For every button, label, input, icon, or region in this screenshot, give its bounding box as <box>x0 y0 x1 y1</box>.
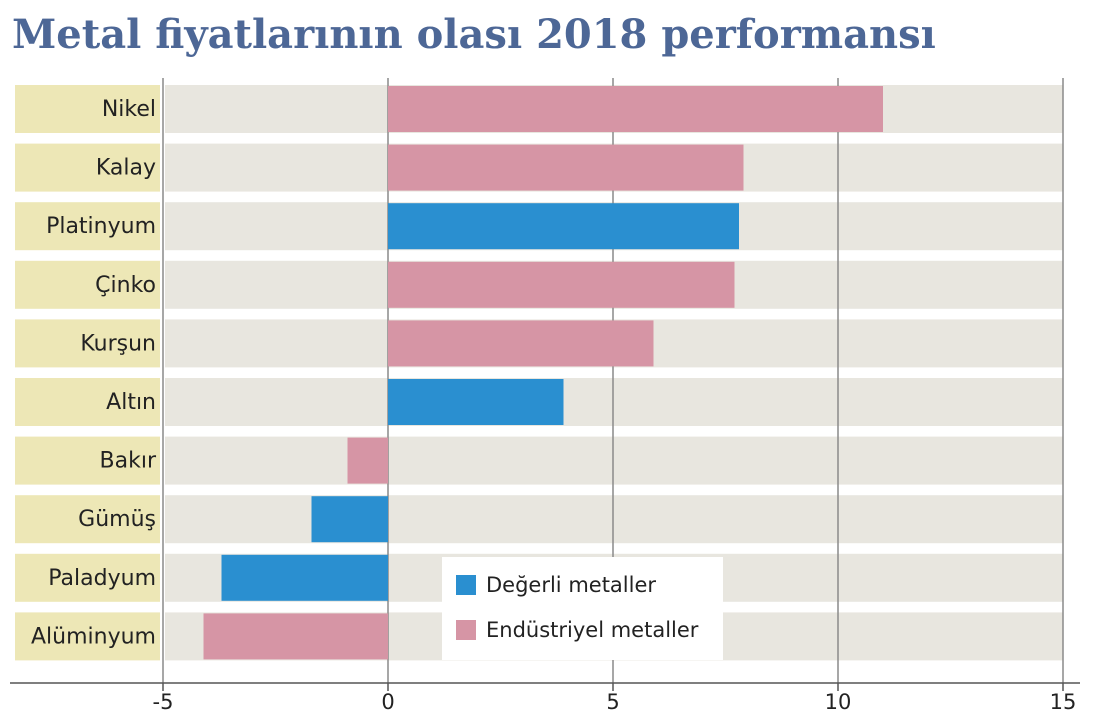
category-label: Nikel <box>102 97 156 122</box>
legend-label: Endüstriyel metaller <box>486 618 699 642</box>
label-box <box>15 260 160 309</box>
bar <box>221 554 388 601</box>
category-label: Kurşun <box>80 331 156 356</box>
label-box <box>15 378 160 426</box>
label-box <box>15 319 160 368</box>
label-box <box>15 436 160 485</box>
bar <box>203 613 388 660</box>
x-tick-label: 5 <box>606 690 619 714</box>
label-box <box>15 85 160 133</box>
bar <box>388 203 739 250</box>
x-tick-label: 10 <box>825 690 852 714</box>
bar <box>388 86 883 132</box>
category-label: Bakır <box>100 449 157 474</box>
x-tick-label: 0 <box>381 690 394 714</box>
label-box <box>15 612 160 661</box>
category-label: Alüminyum <box>31 624 156 649</box>
bar <box>347 437 388 484</box>
legend-swatch <box>456 620 476 640</box>
legend-swatch <box>456 575 476 595</box>
bar <box>388 261 735 308</box>
bar <box>388 379 564 425</box>
x-tick-label: 15 <box>1050 690 1077 714</box>
label-box <box>15 495 160 544</box>
category-label: Çinko <box>95 273 156 298</box>
row-band <box>165 495 1063 544</box>
category-label: Altın <box>106 390 156 415</box>
row-band <box>165 436 1063 485</box>
row-band <box>165 378 1063 426</box>
label-box <box>15 143 160 192</box>
legend-label: Değerli metaller <box>486 573 656 597</box>
legend-box <box>442 557 723 660</box>
chart-title: Metal fiyatlarının olası 2018 performans… <box>12 11 936 58</box>
bar <box>311 496 388 543</box>
category-label: Platinyum <box>46 214 156 239</box>
x-tick-label: -5 <box>153 690 174 714</box>
bar <box>388 144 744 191</box>
category-label: Gümüş <box>78 507 156 532</box>
label-box <box>15 202 160 251</box>
category-label: Paladyum <box>48 566 156 591</box>
label-box <box>15 553 160 602</box>
category-label: Kalay <box>96 156 156 181</box>
bar <box>388 320 654 367</box>
